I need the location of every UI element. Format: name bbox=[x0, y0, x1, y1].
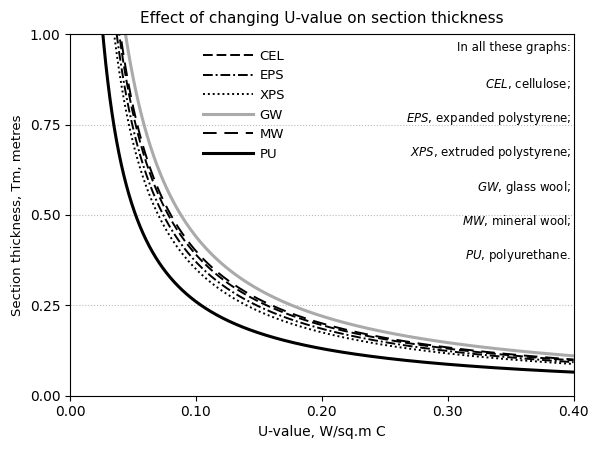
Title: Effect of changing U-value on section thickness: Effect of changing U-value on section th… bbox=[140, 11, 503, 26]
Legend: CEL, EPS, XPS, GW, MW, PU: CEL, EPS, XPS, GW, MW, PU bbox=[197, 45, 290, 166]
Text: $\it{PU}$, polyurethane.: $\it{PU}$, polyurethane. bbox=[465, 248, 571, 265]
Y-axis label: Section thickness, Tm, metres: Section thickness, Tm, metres bbox=[11, 114, 24, 315]
Text: $\it{CEL}$, cellulose;: $\it{CEL}$, cellulose; bbox=[485, 76, 571, 91]
X-axis label: U-value, W/sq.m C: U-value, W/sq.m C bbox=[258, 425, 386, 439]
Text: In all these graphs:: In all these graphs: bbox=[457, 41, 571, 54]
Text: $\it{GW}$, glass wool;: $\it{GW}$, glass wool; bbox=[477, 179, 571, 196]
Text: $\it{EPS}$, expanded polystyrene;: $\it{EPS}$, expanded polystyrene; bbox=[406, 110, 571, 127]
Text: $\it{MW}$, mineral wool;: $\it{MW}$, mineral wool; bbox=[461, 213, 571, 228]
Text: $\it{XPS}$, extruded polystyrene;: $\it{XPS}$, extruded polystyrene; bbox=[410, 144, 571, 162]
